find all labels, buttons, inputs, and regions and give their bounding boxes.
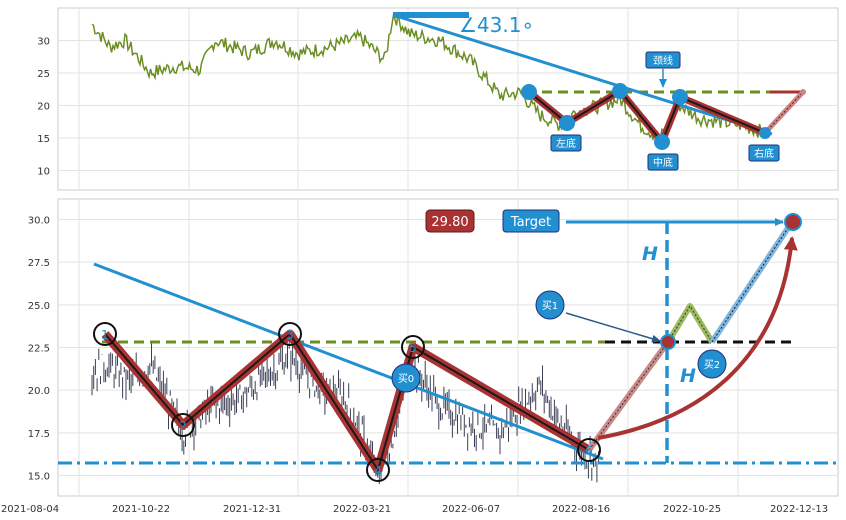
neckline-label: 颈线 — [653, 54, 673, 67]
pivot-marker: 3 — [278, 322, 302, 346]
buy0-signal: 买0 — [391, 363, 421, 393]
pivot-marker: 1 — [93, 322, 117, 346]
x-tick-label: 2021-08-04 — [1, 504, 59, 515]
pivot-label: 2 — [179, 419, 187, 433]
top-pivot-point — [654, 134, 670, 150]
x-tick-label: 2022-06-07 — [442, 504, 500, 515]
top-price-line — [91, 13, 762, 142]
pivot-label: 3 — [286, 328, 294, 342]
x-tick-label: 2022-10-25 — [663, 504, 721, 515]
x-tick-label: 2022-12-13 — [770, 504, 828, 515]
pivot-markers: 1 2 3 4 5 6 — [93, 322, 601, 482]
top-pivot-point — [521, 84, 537, 100]
y-tick-label: 15 — [37, 134, 50, 145]
projection-leg-2-inner — [711, 221, 793, 343]
buy2-signal: 买2 — [697, 349, 727, 379]
y-tick-label: 17.5 — [28, 429, 50, 440]
y-tick-label: 25 — [37, 69, 50, 80]
top-projection-inner — [764, 91, 804, 134]
y-tick-label: 10 — [37, 167, 50, 178]
x-tick-label: 2021-12-31 — [223, 504, 281, 515]
h-upper-label: H — [642, 243, 658, 265]
buy1-label: 买1 — [542, 300, 558, 312]
pivot-label: 5 — [409, 341, 417, 355]
bottom-x-tick-labels: 2021-08-04 2021-10-22 2021-12-31 2022-03-21… — [1, 504, 828, 515]
right-bottom-label: 右底 — [754, 147, 774, 160]
mid-bottom-annotation: 中底 — [647, 153, 679, 171]
y-tick-label: 25.0 — [28, 301, 50, 312]
angle-label: ∠43.1∘ — [459, 13, 534, 37]
y-tick-label: 20.0 — [28, 386, 50, 397]
top-pivot-point — [759, 127, 771, 139]
y-tick-label: 30.0 — [28, 215, 50, 226]
price-box: 29.80 — [425, 209, 475, 233]
top-pivot-point — [612, 83, 628, 99]
bottom-grid — [58, 199, 838, 496]
pivot-label: 6 — [585, 444, 593, 458]
buy2-label: 买2 — [704, 359, 720, 371]
pivot-marker: 2 — [171, 413, 195, 437]
target-curve-arrow — [597, 236, 798, 440]
y-tick-label: 27.5 — [28, 258, 50, 269]
top-panel: 10 15 20 25 30 ∠43.1∘ 颈线 左底 — [37, 7, 839, 191]
y-tick-label: 20 — [37, 102, 50, 113]
right-bottom-annotation: 右底 — [748, 144, 780, 162]
bottom-trend-line — [93, 262, 604, 461]
top-pattern-line — [528, 90, 766, 143]
mid-bottom-label: 中底 — [653, 156, 673, 169]
neckline-annotation: 颈线 — [645, 51, 681, 88]
top-pivot-point — [672, 89, 688, 105]
pivot-label: 1 — [101, 328, 109, 342]
y-tick-label: 15.0 — [28, 472, 50, 483]
y-tick-label: 22.5 — [28, 344, 50, 355]
buy0-label: 买0 — [398, 373, 414, 385]
pivot-marker: 5 — [401, 335, 425, 359]
top-y-tick-labels: 10 15 20 25 30 — [37, 37, 50, 178]
top-projection-end — [800, 89, 806, 95]
left-bottom-annotation: 左底 — [550, 134, 582, 152]
bottom-y-tick-labels: 15.0 17.5 20.0 22.5 25.0 27.5 30.0 — [28, 215, 50, 482]
y-tick-label: 30 — [37, 37, 50, 48]
pivot-label: 4 — [374, 464, 382, 478]
top-trend-line — [392, 13, 773, 136]
target-box: Target — [502, 209, 560, 233]
buy1-signal: 买1 — [535, 290, 661, 343]
pivot-marker: 6 — [577, 438, 601, 462]
left-bottom-label: 左底 — [556, 137, 576, 150]
projection-leg-1 — [586, 340, 671, 452]
price-box-label: 29.80 — [431, 215, 468, 230]
retest-path — [665, 303, 715, 344]
x-tick-label: 2021-10-22 — [112, 504, 170, 515]
pivot-marker: 4 — [366, 458, 390, 482]
x-tick-label: 2022-08-16 — [552, 504, 610, 515]
top-pivot-point — [559, 115, 575, 131]
h-lower-label: H — [680, 365, 696, 387]
bottom-pattern-line — [104, 333, 590, 471]
bottom-panel: 15.017.520.022.525.027.530.0 2021-08-04 2… — [1, 198, 839, 515]
breakout-point — [660, 334, 676, 350]
target-point — [784, 213, 802, 231]
top-plot-frame — [57, 7, 839, 191]
target-box-label: Target — [510, 215, 551, 230]
x-tick-label: 2022-03-21 — [333, 504, 391, 515]
